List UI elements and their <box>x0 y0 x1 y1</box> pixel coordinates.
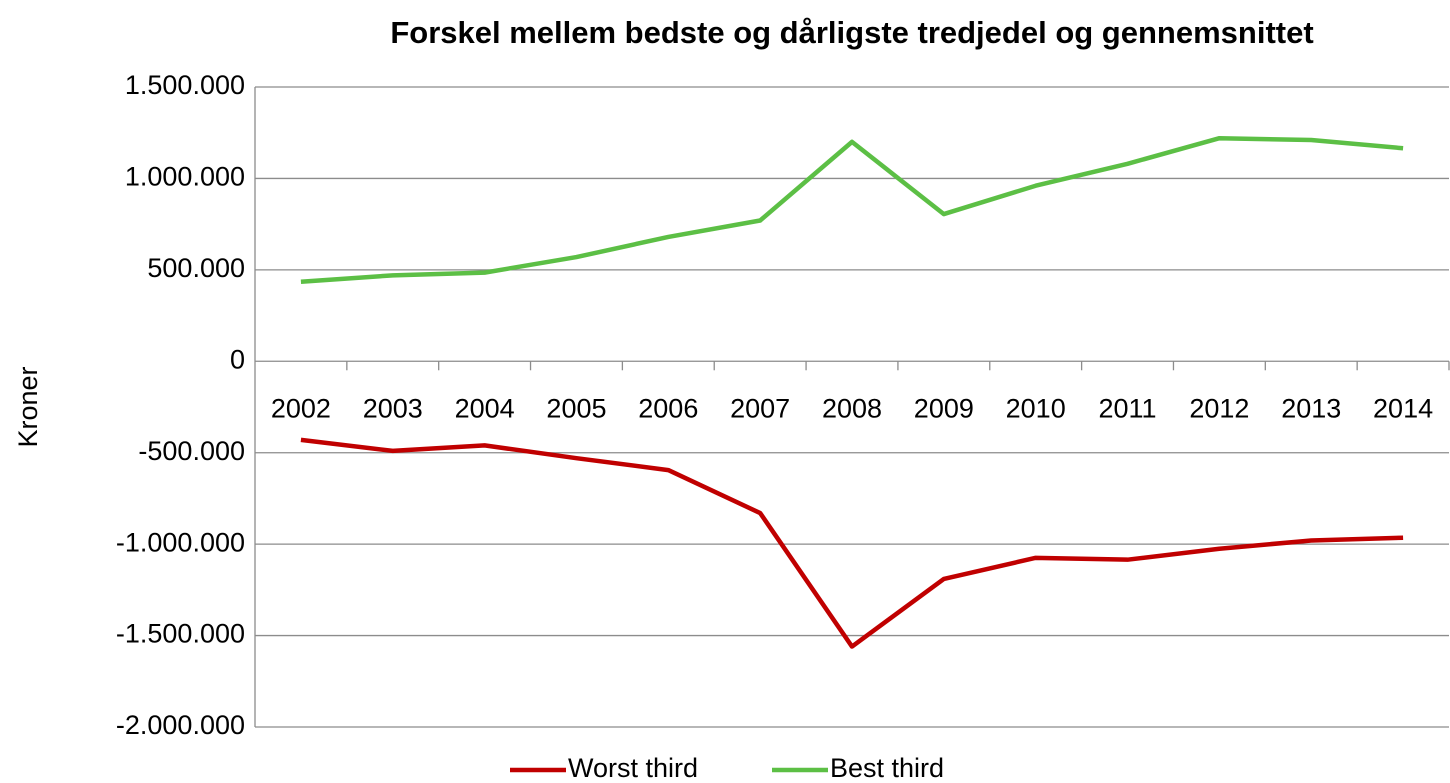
x-tick-label: 2005 <box>546 393 606 423</box>
series-line <box>300 437 1404 649</box>
y-tick-label: -500.000 <box>138 436 245 466</box>
x-tick-label: 2009 <box>914 393 974 423</box>
x-tick-label: 2002 <box>271 393 331 423</box>
x-tick-label: 2011 <box>1099 393 1157 423</box>
x-tick-label: 2014 <box>1373 393 1433 423</box>
x-tick-label: 2012 <box>1189 393 1249 423</box>
chart-title: Forskel mellem bedste og dårligste tredj… <box>390 15 1313 50</box>
y-axis-label: Kroner <box>13 366 43 447</box>
y-tick-label: 1.500.000 <box>125 70 245 100</box>
y-tick-label: 1.000.000 <box>125 162 245 192</box>
y-tick-label: -1.000.000 <box>116 527 245 557</box>
y-tick-label: -1.500.000 <box>116 619 245 649</box>
x-tick-label: 2003 <box>363 393 423 423</box>
x-tick-label: 2006 <box>638 393 698 423</box>
x-tick-label: 2013 <box>1281 393 1341 423</box>
series-line <box>300 135 1404 284</box>
y-tick-label: 500.000 <box>147 253 245 283</box>
x-tick-label: 2007 <box>730 393 790 423</box>
y-tick-label: -2.000.000 <box>116 710 245 740</box>
x-tick-label: 2004 <box>455 393 515 423</box>
legend-label: Best third <box>830 753 944 783</box>
legend-label: Worst third <box>568 753 698 783</box>
x-tick-label: 2010 <box>1006 393 1066 423</box>
x-tick-label: 2008 <box>822 393 882 423</box>
y-tick-label: 0 <box>230 344 245 374</box>
